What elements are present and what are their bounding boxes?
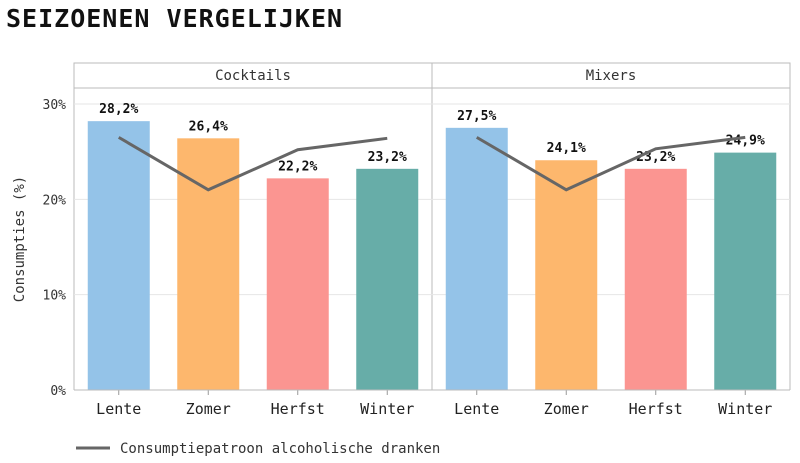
bar-cocktails-winter bbox=[356, 168, 419, 390]
bar-cocktails-herfst bbox=[266, 178, 329, 390]
chart-title: SEIZOENEN VERGELIJKEN bbox=[6, 4, 344, 33]
panel-header bbox=[431, 62, 791, 89]
y-tick-label: 0% bbox=[50, 384, 66, 399]
y-tick-label: 30% bbox=[43, 98, 67, 113]
data-label: 23,2% bbox=[636, 150, 675, 165]
data-label: 24,1% bbox=[547, 141, 586, 156]
category-label: Lente bbox=[454, 400, 499, 418]
data-label: 27,5% bbox=[457, 109, 496, 124]
y-axis-title: Consumpties (%) bbox=[12, 176, 28, 302]
category-label: Herfst bbox=[629, 400, 683, 418]
panel-label-cocktails: Cocktails bbox=[215, 68, 291, 84]
data-label: 24,9% bbox=[726, 134, 765, 149]
category-label: Zomer bbox=[186, 400, 231, 418]
bar-mixers-herfst bbox=[624, 168, 687, 390]
data-label: 28,2% bbox=[99, 102, 138, 117]
bar-mixers-zomer bbox=[535, 160, 598, 390]
panel-label-mixers: Mixers bbox=[586, 68, 637, 84]
data-label: 23,2% bbox=[368, 150, 407, 165]
category-label: Zomer bbox=[544, 400, 589, 418]
y-tick-label: 10% bbox=[43, 289, 67, 304]
bar-mixers-lente bbox=[445, 127, 508, 390]
trend-line-mixers bbox=[475, 135, 746, 192]
data-label: 26,4% bbox=[189, 119, 228, 134]
legend-label: Consumptiepatroon alcoholische dranken bbox=[120, 441, 440, 457]
data-label: 22,2% bbox=[278, 159, 317, 174]
trend-line-cocktails bbox=[117, 136, 388, 192]
category-label: Winter bbox=[360, 400, 414, 418]
category-label: Lente bbox=[96, 400, 141, 418]
panel-header bbox=[73, 62, 433, 89]
bar-mixers-winter bbox=[714, 152, 777, 390]
y-tick-label: 20% bbox=[43, 193, 67, 208]
category-label: Winter bbox=[718, 400, 772, 418]
category-label: Herfst bbox=[271, 400, 325, 418]
bar-cocktails-lente bbox=[87, 121, 150, 390]
